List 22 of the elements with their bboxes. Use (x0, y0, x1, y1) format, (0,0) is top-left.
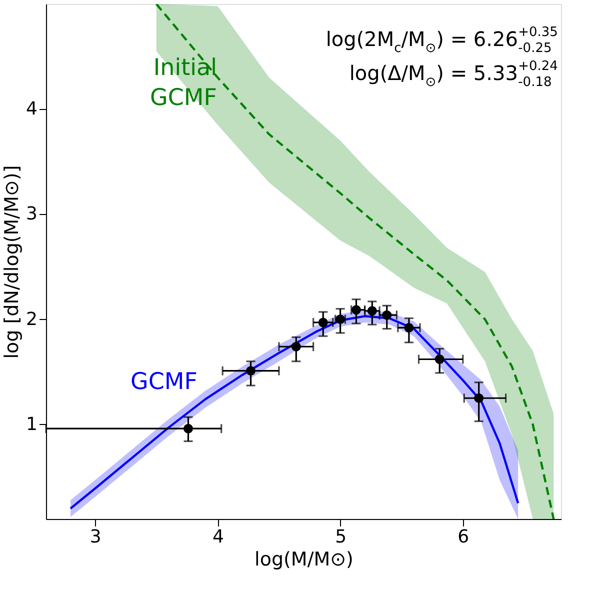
x-tick-label: 5 (335, 526, 347, 548)
x-tick-label: 3 (90, 526, 102, 548)
series-label: GCMF (130, 369, 198, 395)
point (474, 393, 484, 403)
y-tick-label: 3 (26, 204, 38, 225)
y-tick-label: 2 (26, 308, 38, 330)
point (382, 310, 392, 320)
point (291, 342, 301, 352)
x-tick-label: 6 (458, 526, 470, 548)
point (318, 318, 328, 328)
point (246, 366, 256, 376)
x-axis-title: log(M/M⊙) (254, 548, 354, 570)
point (434, 354, 444, 364)
y-tick-label: 1 (26, 414, 38, 435)
series-label: Initial GCMF (150, 55, 217, 111)
point (367, 306, 377, 316)
y-axis-title: log [dN/dlog(M/M⊙)] (1, 165, 24, 359)
y-tick-label: 4 (26, 98, 38, 120)
point (404, 322, 414, 332)
x-tick-label: 4 (212, 526, 224, 548)
point (351, 305, 361, 315)
point (183, 424, 193, 434)
